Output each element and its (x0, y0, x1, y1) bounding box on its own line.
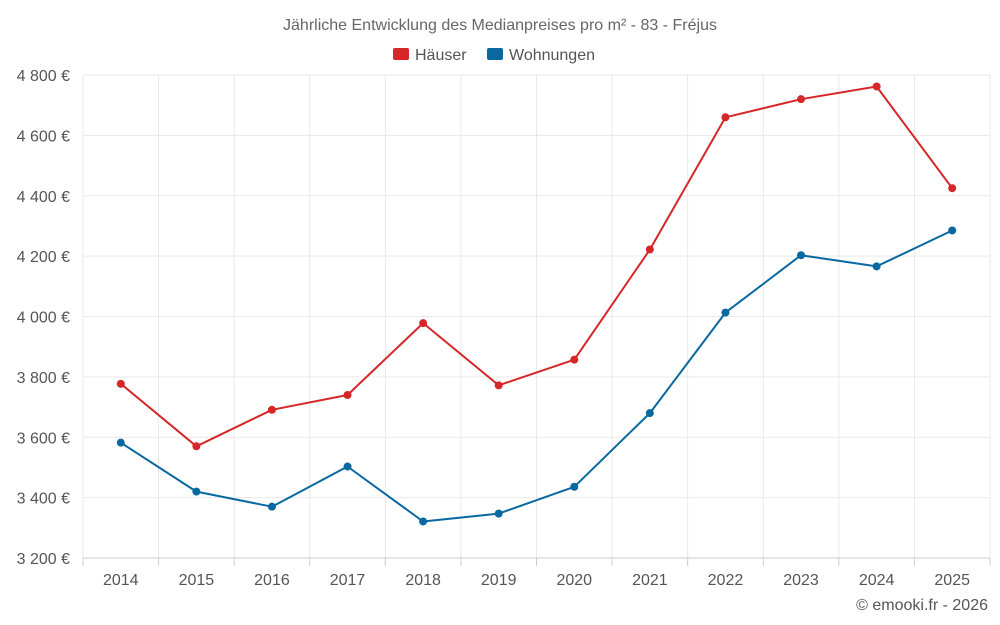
x-tick-label: 2019 (481, 572, 517, 589)
data-point-haeuser[interactable] (494, 381, 503, 390)
data-point-wohnungen[interactable] (116, 438, 125, 447)
y-tick-label: 4 800 € (17, 68, 70, 85)
y-tick-label: 4 000 € (17, 310, 70, 327)
y-tick-label: 3 800 € (17, 370, 70, 387)
data-point-haeuser[interactable] (948, 184, 957, 193)
y-tick-label: 3 200 € (17, 551, 70, 568)
legend-swatch-haeuser (393, 48, 409, 60)
y-tick-label: 4 200 € (17, 249, 70, 266)
legend-item-wohnungen[interactable]: Wohnungen (487, 47, 595, 64)
x-tick-label: 2022 (708, 572, 744, 589)
x-tick-label: 2023 (783, 572, 819, 589)
data-point-haeuser[interactable] (872, 82, 881, 91)
y-axis: 3 200 € 3 400 € 3 600 € 3 800 € 4 000 € 4 200… (17, 68, 70, 568)
y-tick-label: 3 600 € (17, 430, 70, 447)
data-point-wohnungen[interactable] (948, 226, 957, 235)
data-point-haeuser[interactable] (419, 319, 428, 328)
data-point-haeuser[interactable] (570, 355, 579, 364)
series-line-haeuser (120, 85, 954, 448)
y-tick-label: 3 400 € (17, 491, 70, 508)
x-axis: 2014 2015 2016 2017 2018 2019 2020 2021 2022 2023… (82, 557, 991, 589)
data-point-haeuser[interactable] (343, 390, 352, 399)
data-point-haeuser[interactable] (797, 95, 806, 104)
legend-label-haeuser: Häuser (415, 47, 467, 64)
x-tick-label: 2015 (179, 572, 215, 589)
y-tick-label: 4 600 € (17, 128, 70, 145)
data-point-wohnungen[interactable] (872, 262, 881, 271)
data-point-wohnungen[interactable] (494, 509, 503, 518)
series-haeuser (116, 82, 957, 451)
series-wohnungen (116, 226, 957, 526)
series-line-wohnungen (120, 229, 953, 523)
legend-item-haeuser[interactable]: Häuser (393, 47, 467, 64)
chart-title: Jährliche Entwicklung des Medianpreises … (283, 17, 717, 34)
data-point-wohnungen[interactable] (570, 482, 579, 491)
data-point-wohnungen[interactable] (267, 502, 276, 511)
x-tick-label: 2018 (405, 572, 441, 589)
legend-swatch-wohnungen (487, 48, 503, 60)
x-tick-label: 2016 (254, 572, 290, 589)
data-point-haeuser[interactable] (116, 379, 125, 388)
data-point-wohnungen[interactable] (645, 409, 654, 418)
credit-text: © emooki.fr - 2026 (856, 597, 988, 614)
data-point-haeuser[interactable] (721, 113, 730, 122)
x-tick-label: 2025 (934, 572, 970, 589)
x-tick-label: 2014 (103, 572, 139, 589)
data-point-wohnungen[interactable] (192, 487, 201, 496)
gridlines (82, 74, 991, 558)
data-point-haeuser[interactable] (192, 442, 201, 451)
legend-label-wohnungen: Wohnungen (509, 47, 595, 64)
data-point-wohnungen[interactable] (797, 251, 806, 260)
data-point-haeuser[interactable] (267, 405, 276, 414)
x-tick-label: 2017 (330, 572, 366, 589)
data-point-wohnungen[interactable] (343, 462, 352, 471)
y-tick-label: 4 400 € (17, 189, 70, 206)
data-point-wohnungen[interactable] (721, 308, 730, 317)
data-point-wohnungen[interactable] (419, 517, 428, 526)
legend: Häuser Wohnungen (393, 47, 595, 64)
series-layer (116, 82, 957, 526)
data-point-haeuser[interactable] (645, 245, 654, 254)
x-tick-label: 2021 (632, 572, 668, 589)
x-tick-label: 2024 (859, 572, 895, 589)
x-tick-label: 2020 (556, 572, 592, 589)
